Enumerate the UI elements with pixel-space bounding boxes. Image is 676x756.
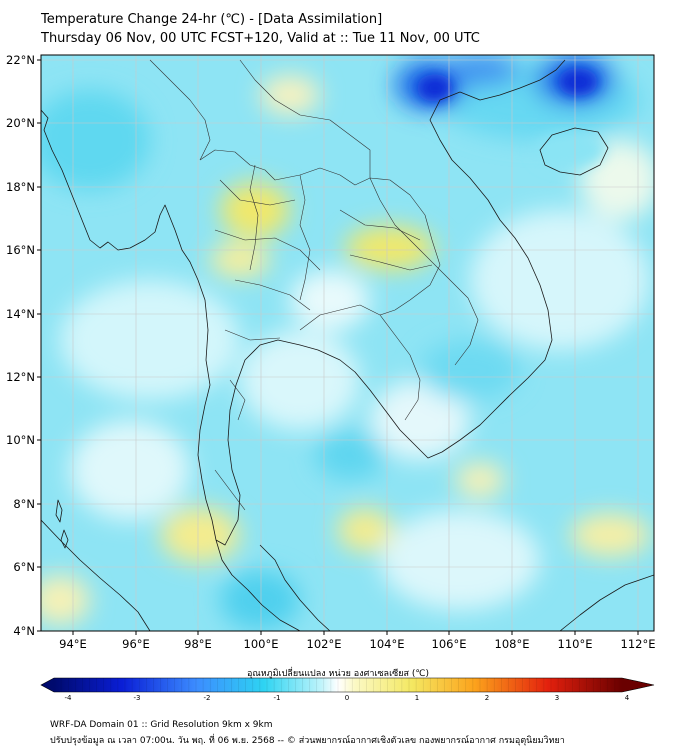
lat-label: 8°N xyxy=(13,497,35,511)
footer-model-info: WRF-DA Domain 01 :: Grid Resolution 9km … xyxy=(50,720,273,730)
colorbar-min-arrow xyxy=(41,678,54,692)
temperature-change-map: 22°N 20°N 18°N 16°N 14°N 12°N 10°N 8°N 6… xyxy=(6,53,655,700)
lon-label: 104°E xyxy=(370,637,405,651)
lon-label: 108°E xyxy=(495,637,530,651)
colorbar-tick-label: 2 xyxy=(485,694,489,700)
country-borders xyxy=(149,59,479,511)
lon-label: 100°E xyxy=(244,637,279,651)
lat-label: 16°N xyxy=(6,243,35,257)
lat-label: 12°N xyxy=(6,370,35,384)
colorbar-tick-label: -3 xyxy=(134,694,141,700)
map-frame xyxy=(40,54,655,632)
colorbar-tick-label: 1 xyxy=(415,694,419,700)
lat-label: 4°N xyxy=(13,624,35,638)
colorbar-tick-label: 0 xyxy=(345,694,349,700)
lat-label: 18°N xyxy=(6,180,35,194)
lon-axis: 94°E 96°E 98°E 100°E 102°E 104°E 106°E 1… xyxy=(59,631,655,651)
lon-label: 102°E xyxy=(307,637,342,651)
footer-credit: ปรับปรุงข้อมูล ณ เวลา 07:00น. วัน พฤ. ที… xyxy=(50,736,565,746)
colorbar-label: อุณหภูมิเปลี่ยนแปลง หน่วย องศาเซลเซียส (… xyxy=(246,669,430,679)
colorbar-tick-label: 4 xyxy=(625,694,630,700)
colorbar: -4 -3 -2 -1 0 1 2 3 4 xyxy=(40,677,655,700)
temperature-field xyxy=(41,55,654,631)
colorbar-gradient xyxy=(54,678,622,692)
lon-label: 112°E xyxy=(621,637,656,651)
lon-label: 94°E xyxy=(59,637,87,651)
lat-label: 20°N xyxy=(6,116,35,130)
lon-label: 110°E xyxy=(558,637,593,651)
colorbar-tick-label: -2 xyxy=(204,694,211,700)
map-gridlines xyxy=(41,55,654,631)
colorbar-tick-marks xyxy=(60,678,616,692)
lon-label: 106°E xyxy=(432,637,467,651)
colorbar-tick-label: -1 xyxy=(274,694,281,700)
lon-label: 98°E xyxy=(184,637,212,651)
lat-label: 14°N xyxy=(6,307,35,321)
lat-label: 6°N xyxy=(13,560,35,574)
colorbar-max-arrow xyxy=(622,678,654,692)
lat-label: 10°N xyxy=(6,433,35,447)
lon-label: 96°E xyxy=(122,637,150,651)
chart-subtitle: Thursday 06 Nov, 00 UTC FCST+120, Valid … xyxy=(41,31,480,46)
colorbar-tick-label: -4 xyxy=(65,694,73,700)
coastlines xyxy=(41,59,654,631)
lat-label: 22°N xyxy=(6,53,35,67)
colorbar-tick-label: 3 xyxy=(555,694,559,700)
chart-title: Temperature Change 24-hr (℃) - [Data Ass… xyxy=(41,12,383,27)
lat-axis: 22°N 20°N 18°N 16°N 14°N 12°N 10°N 8°N 6… xyxy=(6,53,41,638)
